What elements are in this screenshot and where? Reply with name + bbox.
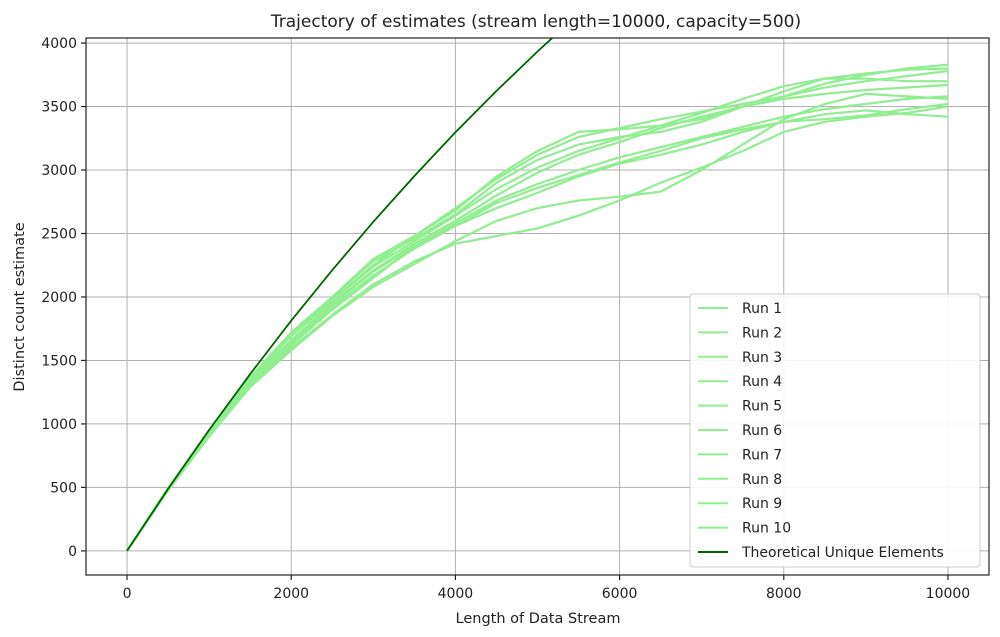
x-axis-label: Length of Data Stream — [456, 611, 621, 627]
series-line-7 — [126, 77, 948, 552]
x-tick-label: 4000 — [438, 586, 474, 602]
y-tick-label: 2500 — [41, 227, 77, 243]
y-tick-label: 500 — [50, 480, 77, 496]
legend-box — [689, 293, 981, 568]
series-line-10 — [126, 83, 949, 552]
series-line-1 — [126, 95, 949, 552]
y-axis: 0 500 1000 1500 2000 2500 3000 3500 4000 — [41, 36, 86, 560]
legend-label: Run 1 — [742, 301, 782, 317]
legend-label: Run 10 — [742, 521, 791, 537]
series-line-3 — [126, 105, 949, 552]
y-axis-label: Distinct count estimate — [12, 222, 28, 391]
y-tick-label: 0 — [68, 544, 77, 560]
x-tick-label: 6000 — [602, 586, 638, 602]
plot-frame — [85, 37, 990, 576]
legend-label: Run 9 — [742, 496, 782, 512]
series-layer — [126, 38, 949, 552]
legend-label: Run 2 — [742, 325, 782, 341]
legend: Run 1 Run 2 Run 3 Run 4 Run 5 Run 6 Run 7 Run 8… — [689, 293, 981, 568]
legend-label: Run 3 — [742, 350, 782, 366]
y-tick-label: 4000 — [41, 36, 77, 52]
x-tick-label: 8000 — [766, 586, 802, 602]
y-tick-label: 1500 — [41, 353, 77, 369]
chart-title: Trajectory of estimates (stream length=1… — [270, 12, 801, 32]
x-tick-label: 10000 — [926, 586, 971, 602]
y-tick-label: 2000 — [41, 290, 77, 306]
x-axis: 0 2000 4000 6000 8000 10000 — [123, 575, 971, 602]
legend-label: Run 5 — [742, 399, 782, 415]
y-tick-label: 1000 — [41, 417, 77, 433]
x-tick-label: 0 — [123, 586, 132, 602]
legend-label: Run 4 — [742, 374, 782, 390]
legend-label: Run 8 — [742, 472, 782, 488]
legend-label: Theoretical Unique Elements — [741, 545, 944, 561]
series-line-11 — [126, 38, 554, 552]
legend-label: Run 7 — [742, 447, 782, 463]
series-line-9 — [126, 63, 949, 552]
series-line-4 — [126, 92, 949, 552]
y-tick-label: 3000 — [41, 163, 77, 179]
legend-label: Run 6 — [742, 423, 782, 439]
series-line-8 — [126, 109, 949, 552]
x-tick-label: 2000 — [273, 586, 309, 602]
y-tick-label: 3500 — [41, 100, 77, 116]
